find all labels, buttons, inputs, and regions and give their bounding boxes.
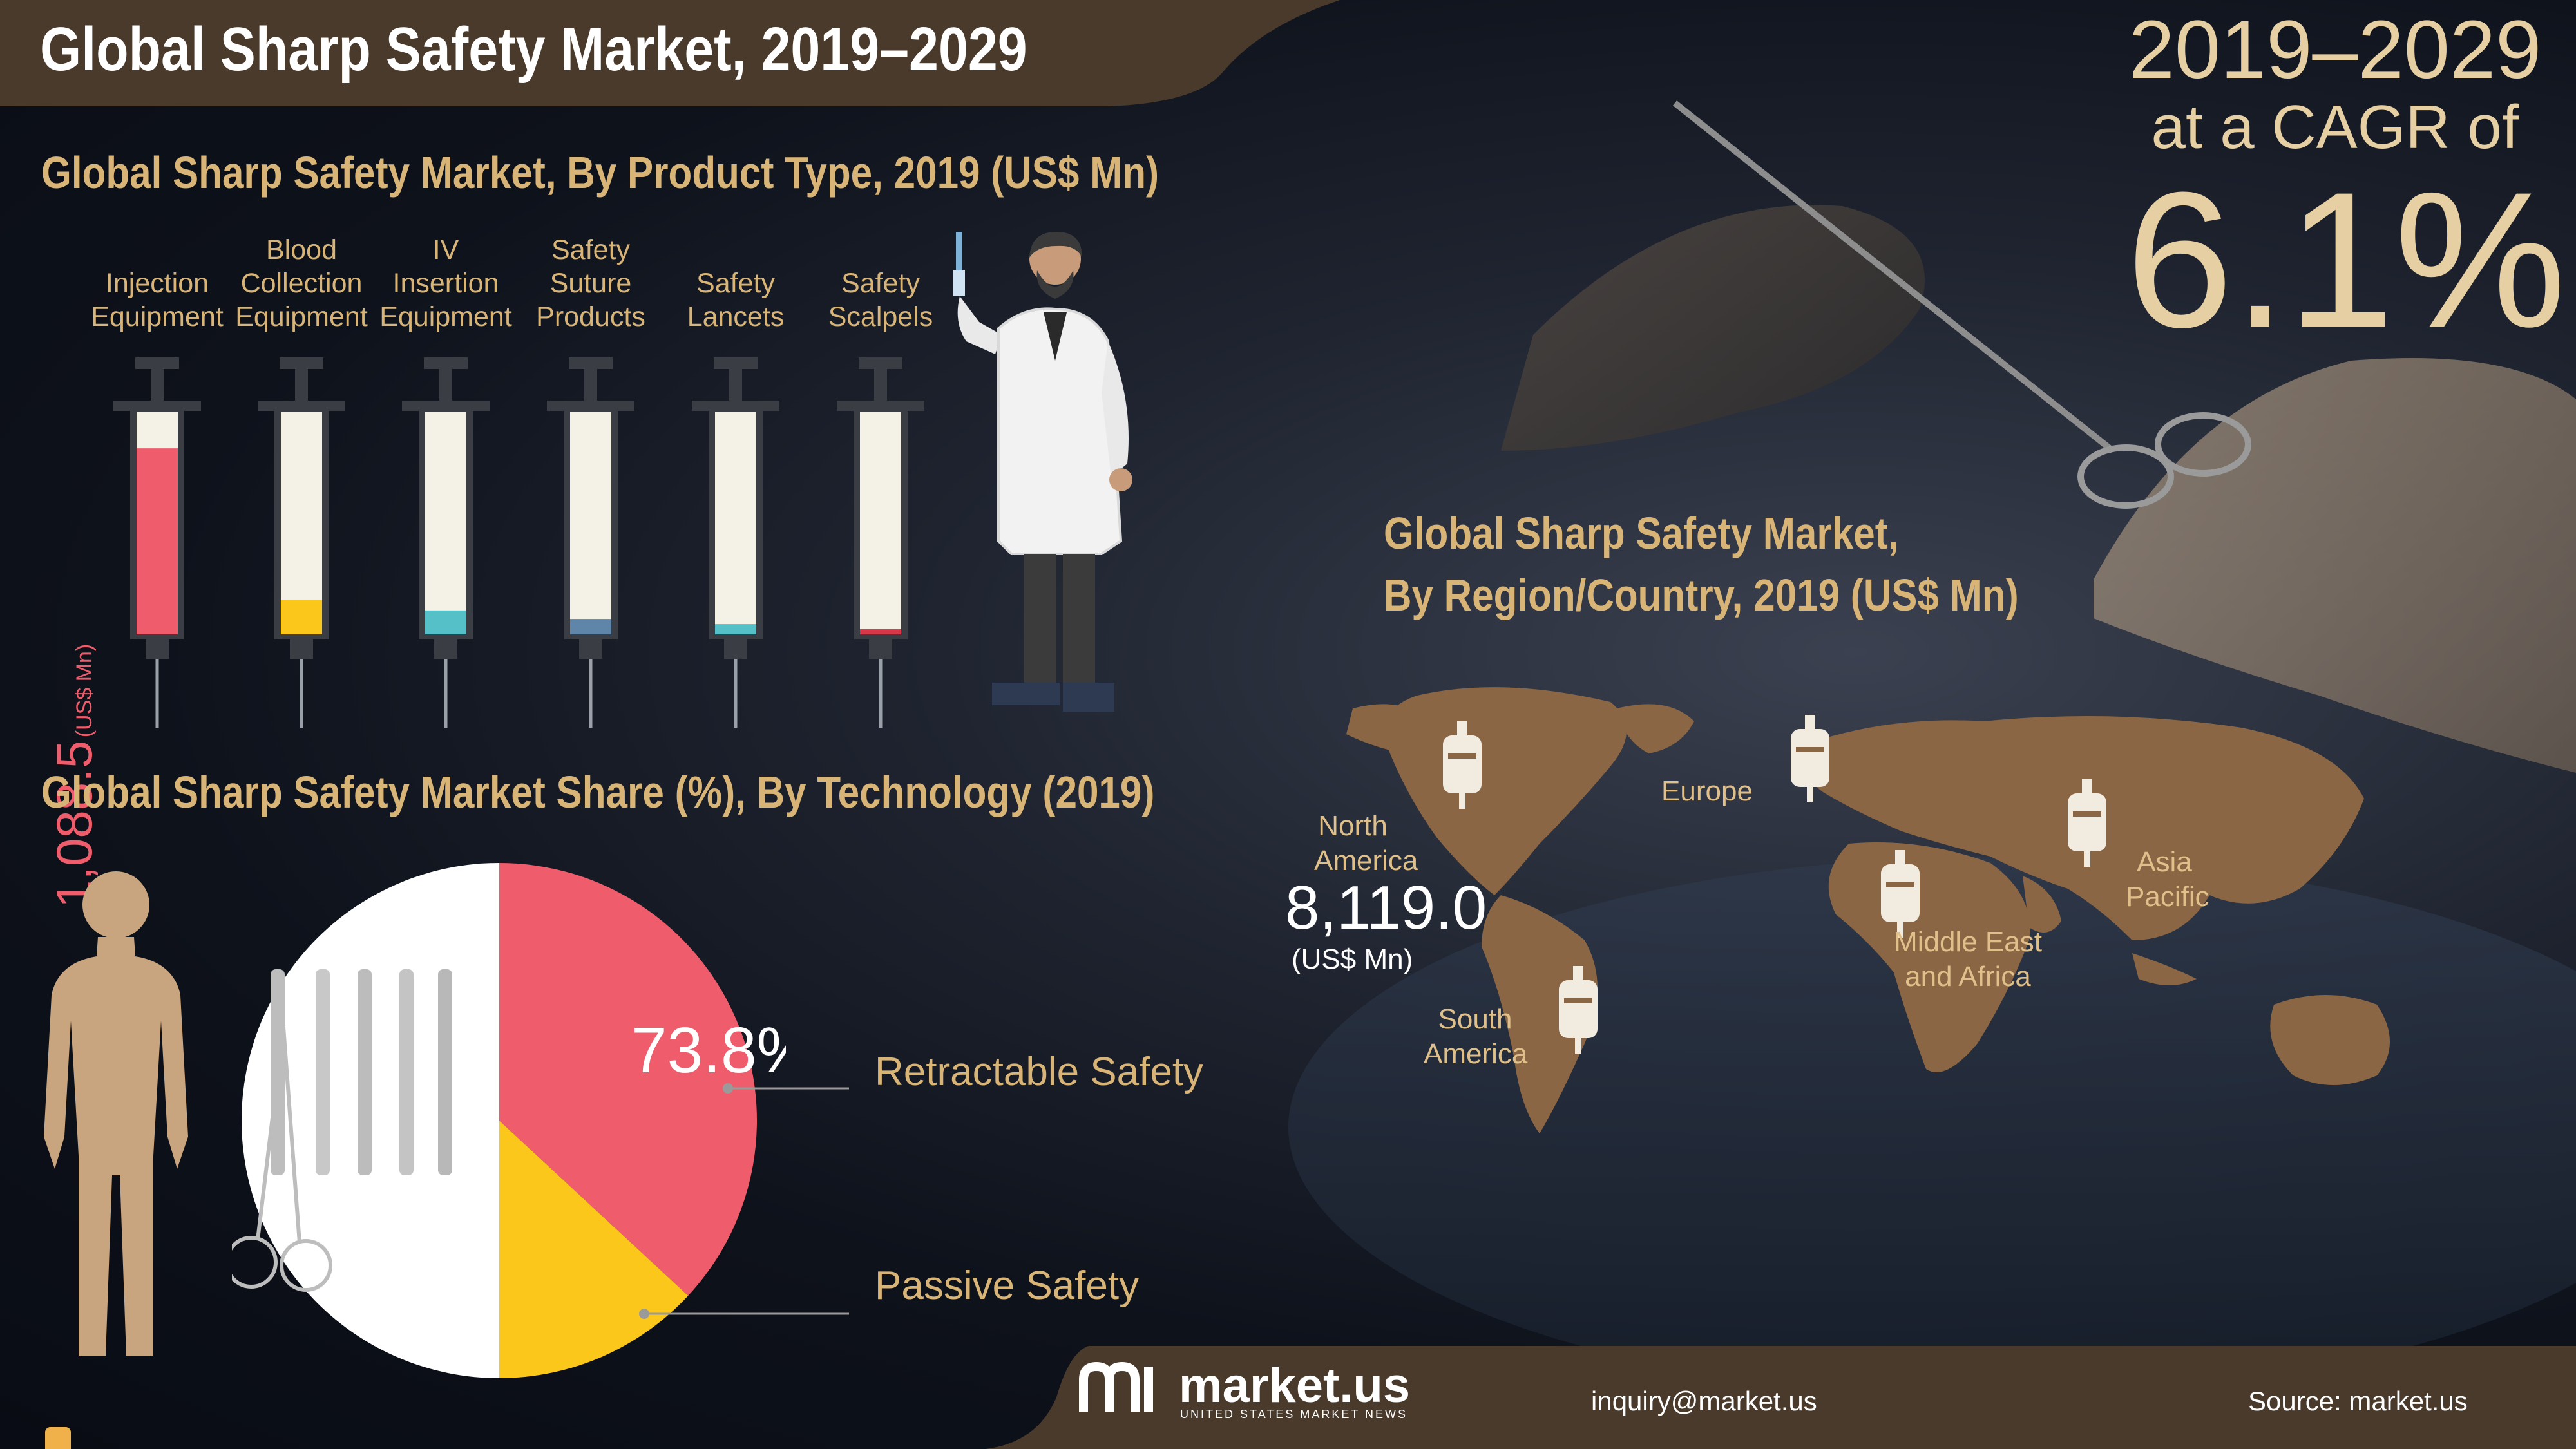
corner-decoration bbox=[45, 1427, 71, 1449]
legend-passive-safety: Passive Safety bbox=[875, 1264, 1140, 1308]
cagr-text: at a CAGR of bbox=[2151, 93, 2519, 162]
forceps-ring-2 bbox=[2155, 412, 2251, 477]
cagr-years: 2019–2029 bbox=[2128, 4, 2542, 96]
blood-bag-icon bbox=[2068, 779, 2106, 867]
doctor-illustration bbox=[953, 232, 1132, 712]
blood-bag-icon bbox=[1559, 966, 1598, 1054]
category-label: Safety Scalpels bbox=[828, 268, 933, 332]
syringe-inner bbox=[281, 412, 322, 634]
syringe-flange bbox=[402, 401, 490, 411]
pie-slice-retractable-safety bbox=[499, 863, 757, 1296]
cagr-box: 2019–2029 at a CAGR of 6.1% bbox=[2126, 4, 2566, 368]
syringe-plunger-top bbox=[714, 357, 758, 369]
blood-bag-icon bbox=[1791, 715, 1829, 802]
region-section-title: Global Sharp Safety Market, By Region/Co… bbox=[1384, 502, 2019, 626]
syringe-inner bbox=[570, 412, 611, 634]
region-title-line2: By Region/Country, 2019 (US$ Mn) bbox=[1384, 570, 2019, 620]
unit-label: (US$ Mn) bbox=[72, 643, 97, 738]
north-america-value: 8,119.0 bbox=[1285, 873, 1487, 942]
retractable-value-label: 73.8% bbox=[631, 1014, 786, 1086]
human-silhouette-icon bbox=[44, 871, 188, 1356]
forceps-shape bbox=[1672, 100, 2115, 453]
bar-safety-lancets bbox=[715, 624, 756, 634]
syringe-plunger-top bbox=[569, 357, 613, 369]
syringe-plunger-top bbox=[859, 357, 902, 369]
page-title: Global Sharp Safety Market, 2019–2029 bbox=[40, 15, 1027, 84]
source-note: Source: market.us bbox=[2248, 1386, 2468, 1416]
contact-email[interactable]: inquiry@market.us bbox=[1591, 1386, 1817, 1416]
technology-section-title: Global Sharp Safety Market Share (%), By… bbox=[41, 767, 1155, 817]
syringe-hub bbox=[579, 639, 602, 659]
category-label: Blood Collection Equipment bbox=[235, 234, 368, 332]
label-asia-pacific: Asia Pacific bbox=[2126, 846, 2209, 913]
category-label: IV Insertion Equipment bbox=[379, 234, 512, 332]
market-us-logo-icon bbox=[1079, 1361, 1153, 1412]
cagr-value: 6.1% bbox=[2126, 151, 2566, 368]
syringe-hub bbox=[724, 639, 747, 659]
syringe-hub bbox=[290, 639, 313, 659]
brand-name: market.us bbox=[1179, 1358, 1411, 1413]
category-label: Safety Suture Products bbox=[536, 234, 645, 332]
syringe-inner bbox=[860, 412, 901, 634]
bar-safety-scalpels bbox=[860, 629, 901, 634]
syringe-flange bbox=[113, 401, 201, 411]
label-north-america: North America bbox=[1314, 810, 1418, 876]
forceps-ring-1 bbox=[2077, 444, 2174, 509]
syringe-plunger-top bbox=[424, 357, 468, 369]
right-hand-shape bbox=[2094, 358, 2576, 773]
bar-iv-insertion-equipment bbox=[425, 610, 466, 634]
syringe-hub bbox=[869, 639, 892, 659]
blood-bag-icon bbox=[1881, 850, 1920, 938]
category-label: Injection Equipment bbox=[91, 268, 224, 332]
syringe-hub bbox=[434, 639, 457, 659]
surgical-tools-icon bbox=[232, 969, 452, 1292]
bar-injection-equipment bbox=[137, 448, 178, 634]
map-pins bbox=[1443, 715, 2106, 1054]
label-middle-east-africa: Middle East and Africa bbox=[1894, 926, 2042, 992]
syringe-plunger-top bbox=[135, 357, 179, 369]
category-label: Safety Lancets bbox=[687, 268, 785, 332]
brand-tagline: UNITED STATES MARKET NEWS bbox=[1180, 1408, 1408, 1421]
bar-blood-collection-equipment bbox=[281, 600, 322, 634]
syringe-flange bbox=[547, 401, 634, 411]
label-europe: Europe bbox=[1661, 775, 1753, 807]
syringe-hub bbox=[146, 639, 169, 659]
syringe-plunger-top bbox=[280, 357, 323, 369]
world-map bbox=[1346, 687, 2390, 1133]
product-type-chart bbox=[113, 357, 924, 728]
drape-shape bbox=[1288, 857, 2576, 1397]
syringe-inner bbox=[425, 412, 466, 634]
left-hand-shape bbox=[1501, 205, 1925, 451]
title-banner bbox=[0, 0, 1340, 106]
bar-safety-suture-products bbox=[570, 619, 611, 634]
region-title-line1: Global Sharp Safety Market, bbox=[1384, 508, 1899, 558]
label-south-america: South America bbox=[1424, 1003, 1528, 1070]
legend-retractable-safety: Retractable Safety bbox=[875, 1050, 1204, 1094]
syringe-flange bbox=[837, 401, 924, 411]
north-america-unit: (US$ Mn) bbox=[1292, 943, 1413, 975]
syringe-inner bbox=[715, 412, 756, 634]
product-section-title: Global Sharp Safety Market, By Product T… bbox=[41, 147, 1159, 198]
blood-bag-icon bbox=[1443, 721, 1482, 809]
syringe-flange bbox=[692, 401, 779, 411]
syringe-flange bbox=[258, 401, 345, 411]
technology-pie-chart: 73.8% bbox=[232, 863, 786, 1378]
footer-banner bbox=[986, 1346, 2576, 1449]
